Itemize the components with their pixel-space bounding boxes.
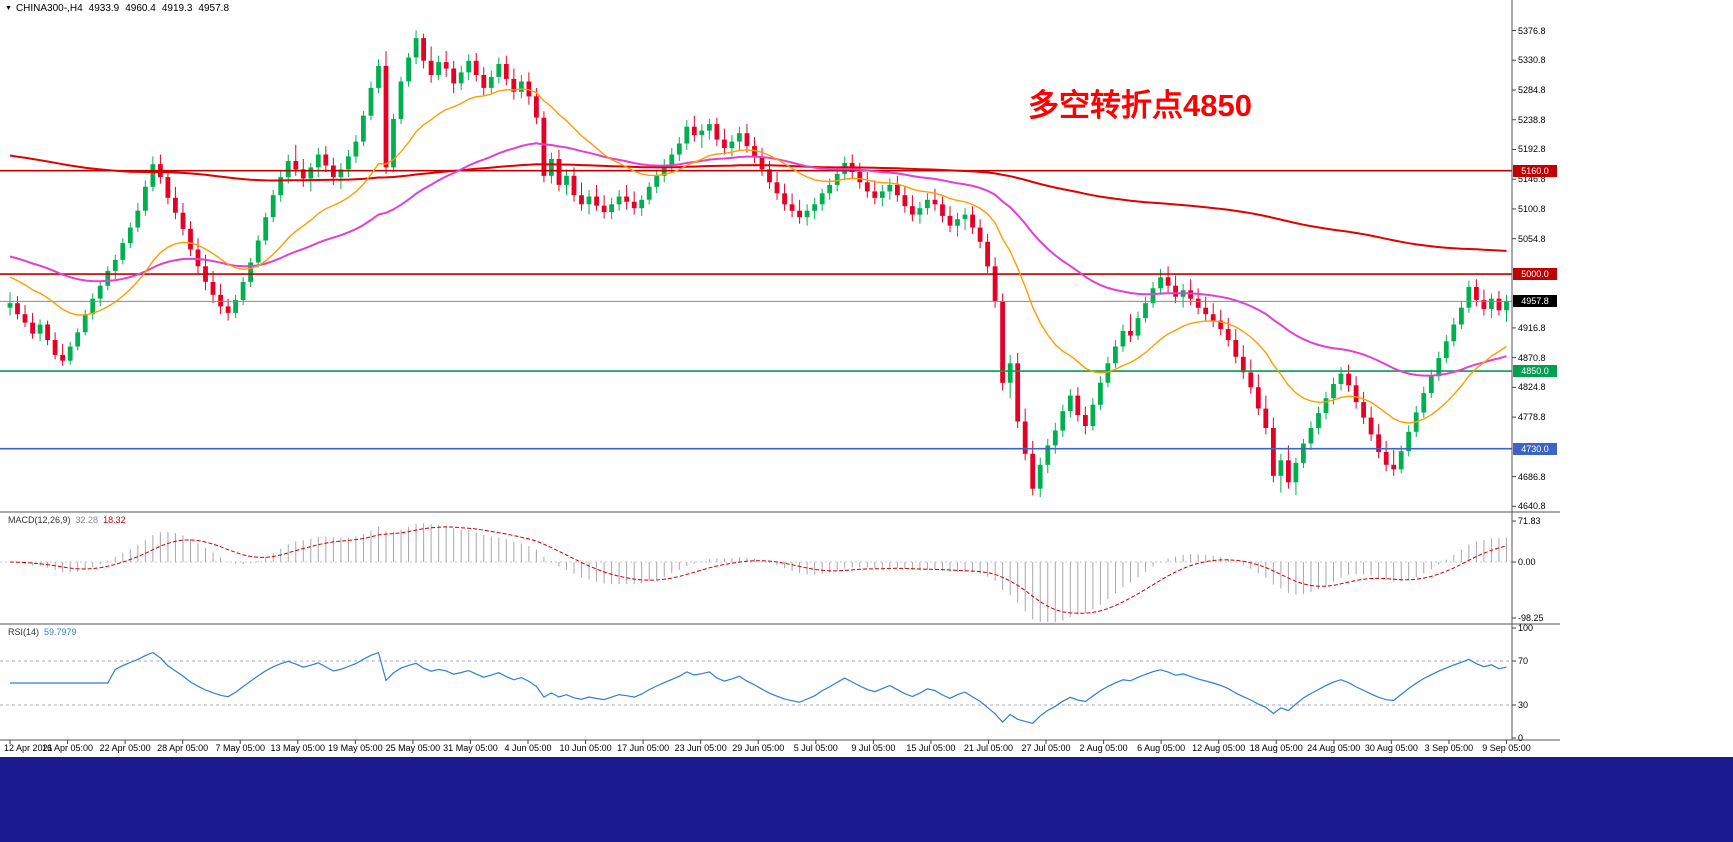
ohlc-open: 4933.9 (88, 3, 120, 14)
rsi-value: 59.7979 (44, 627, 77, 637)
macd-name: MACD(12,26,9) (8, 515, 71, 525)
ohlc-close: 4957.8 (198, 3, 230, 14)
rsi-name: RSI(14) (8, 627, 40, 637)
macd-value-signal: 18.32 (103, 515, 126, 525)
horizontal-lines (0, 169, 1512, 450)
macd-value-main: 32.28 (75, 515, 99, 525)
symbol-name: CHINA300-,H4 (15, 3, 83, 14)
symbol-dropdown-icon[interactable]: ▼ (5, 5, 12, 12)
rsi-line (10, 651, 1507, 724)
panel-separators (0, 0, 1560, 741)
macd-indicator-label: MACD(12,26,9) 32.28 18.32 (8, 515, 131, 525)
rsi-panel (0, 651, 1512, 724)
annotation-text: 多空转折点4850 (1028, 88, 1252, 123)
bottom-panel (0, 757, 1733, 842)
candlesticks (7, 30, 1509, 498)
ma-fast-orange (9, 88, 1507, 424)
ma-slow-red (9, 154, 1507, 252)
ohlc-high: 4960.4 (125, 3, 156, 14)
rsi-indicator-label: RSI(14) 59.7979 (8, 627, 82, 637)
macd-signal-line (9, 526, 1507, 614)
macd-panel (0, 523, 1512, 622)
symbol-info-bar: ▼ CHINA300-,H4 4933.9 4960.4 4919.3 4957.8 (5, 3, 235, 14)
ohlc-low: 4919.3 (161, 3, 193, 14)
moving-averages (9, 88, 1507, 424)
